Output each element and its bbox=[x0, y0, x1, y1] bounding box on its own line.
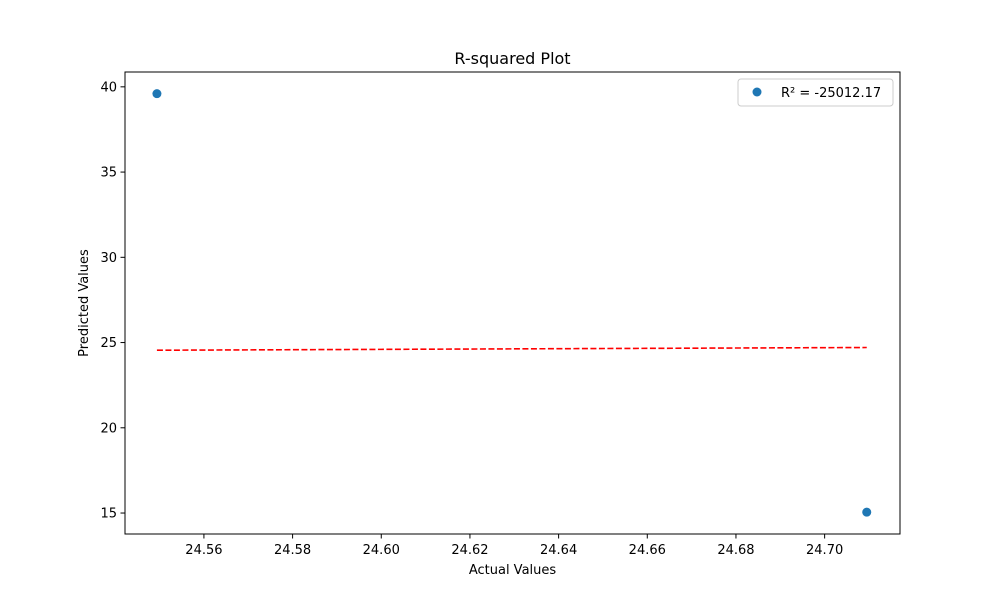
y-tick-label: 30 bbox=[100, 251, 117, 266]
plot-area bbox=[124, 71, 901, 535]
y-tick-label: 20 bbox=[100, 421, 117, 436]
reference-line-layer bbox=[156, 346, 867, 352]
x-axis-label: Actual Values bbox=[469, 563, 557, 578]
x-tick-label: 24.56 bbox=[185, 543, 222, 558]
legend: R² = -25012.17 bbox=[737, 78, 894, 107]
y-axis-ticks: 15 20 25 30 35 40 bbox=[100, 80, 125, 522]
axes-frame bbox=[124, 71, 901, 535]
y-tick-label: 40 bbox=[100, 80, 117, 95]
legend-marker-dot bbox=[752, 87, 762, 97]
perfect-fit-reference-line bbox=[156, 346, 867, 352]
y-tick-label: 25 bbox=[100, 336, 117, 351]
x-tick-label: 24.58 bbox=[274, 543, 311, 558]
chart-title: R-squared Plot bbox=[454, 49, 570, 68]
x-tick-label: 24.60 bbox=[363, 543, 400, 558]
x-tick-label: 24.68 bbox=[717, 543, 754, 558]
scatter-points bbox=[152, 89, 872, 517]
x-tick-label: 24.62 bbox=[451, 543, 488, 558]
legend-box bbox=[737, 78, 894, 107]
legend-label: R² = -25012.17 bbox=[781, 86, 881, 101]
scatter-point bbox=[862, 507, 872, 517]
y-tick-label: 15 bbox=[100, 507, 117, 522]
scatter-point bbox=[152, 89, 162, 99]
y-tick-label: 35 bbox=[100, 166, 117, 181]
x-tick-label: 24.64 bbox=[540, 543, 577, 558]
x-tick-label: 24.66 bbox=[629, 543, 666, 558]
x-axis-ticks: 24.56 24.58 24.60 24.62 24.64 24.66 24.68 24.70 bbox=[185, 534, 843, 558]
y-axis-label: Predicted Values bbox=[77, 249, 92, 357]
x-tick-label: 24.70 bbox=[806, 543, 843, 558]
